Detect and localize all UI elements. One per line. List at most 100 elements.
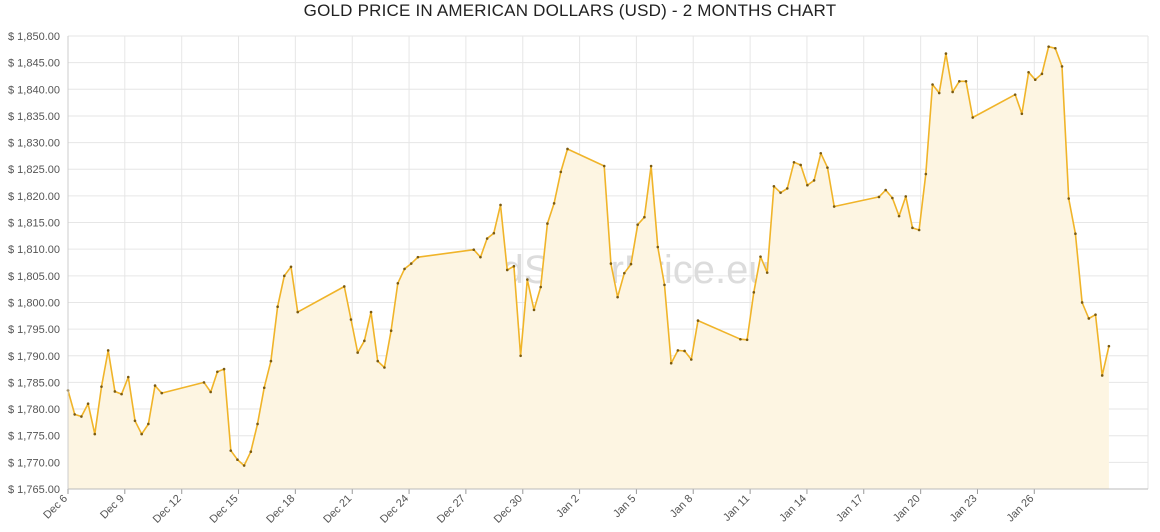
- data-point: [289, 265, 293, 269]
- data-point: [276, 305, 279, 309]
- data-point: [689, 358, 693, 361]
- data-point: [623, 271, 626, 275]
- y-tick-label: $ 1,785.00: [8, 377, 60, 389]
- x-tick-label: Dec 12: [151, 493, 184, 526]
- x-tick-label: Dec 21: [321, 493, 354, 526]
- data-point: [160, 391, 164, 395]
- data-point: [236, 458, 239, 461]
- data-point: [485, 237, 489, 240]
- data-point: [512, 264, 516, 268]
- data-point: [416, 255, 420, 259]
- data-point: [209, 390, 212, 394]
- data-point: [696, 319, 700, 322]
- data-point: [140, 432, 143, 436]
- data-point: [546, 222, 549, 225]
- data-point: [937, 91, 941, 95]
- data-point: [86, 402, 90, 406]
- data-point: [539, 285, 543, 289]
- data-point: [202, 381, 206, 384]
- y-tick-label: $ 1,800.00: [8, 297, 60, 309]
- x-tick-label: Dec 15: [208, 493, 241, 526]
- data-point: [683, 349, 686, 353]
- series-area-fill: [68, 46, 1109, 489]
- x-tick-label: Dec 9: [98, 493, 127, 522]
- data-point: [752, 291, 756, 294]
- data-point: [785, 187, 789, 190]
- data-point: [779, 191, 782, 194]
- data-point: [519, 354, 522, 358]
- data-point: [812, 179, 816, 182]
- data-point: [1100, 374, 1104, 377]
- data-point: [559, 170, 563, 174]
- data-point: [283, 274, 286, 278]
- data-point: [1074, 232, 1077, 236]
- data-point: [931, 83, 934, 86]
- data-point: [526, 278, 529, 281]
- series-area: [68, 46, 1109, 489]
- data-point: [799, 163, 802, 167]
- data-points: [66, 45, 1111, 467]
- data-point: [256, 422, 259, 426]
- data-point: [806, 183, 809, 187]
- data-point: [944, 52, 948, 55]
- data-point: [342, 285, 346, 288]
- data-point: [349, 318, 353, 321]
- data-point: [656, 245, 660, 249]
- data-point: [1054, 46, 1057, 50]
- data-point: [643, 215, 646, 219]
- data-point: [1060, 65, 1064, 68]
- data-point: [1027, 70, 1030, 74]
- data-point: [120, 392, 123, 396]
- data-point: [296, 310, 300, 314]
- x-tick-label: Jan 20: [891, 493, 923, 525]
- data-point: [369, 310, 373, 314]
- data-point: [80, 415, 83, 418]
- data-point: [93, 432, 97, 436]
- data-point: [669, 361, 673, 365]
- data-point: [904, 195, 908, 198]
- y-tick-label: $ 1,815.00: [8, 218, 60, 230]
- data-point: [971, 116, 975, 119]
- data-point: [409, 262, 413, 265]
- data-point: [663, 283, 666, 287]
- data-point: [376, 359, 380, 363]
- data-point: [951, 90, 954, 94]
- data-point: [676, 349, 680, 352]
- data-point: [363, 339, 366, 343]
- data-point: [759, 255, 762, 258]
- data-point: [147, 422, 150, 426]
- data-point: [1067, 197, 1071, 200]
- y-tick-label: $ 1,790.00: [8, 351, 60, 363]
- data-point: [602, 164, 606, 168]
- data-point: [566, 147, 569, 151]
- x-tick-label: Jan 23: [948, 493, 980, 525]
- y-tick-label: $ 1,770.00: [8, 457, 60, 469]
- data-point: [911, 226, 914, 230]
- data-point: [216, 370, 219, 374]
- data-point: [629, 262, 633, 266]
- y-tick-label: $ 1,810.00: [8, 244, 60, 256]
- data-point: [126, 375, 130, 379]
- data-point: [609, 262, 613, 265]
- data-point: [153, 384, 157, 387]
- data-point: [1047, 45, 1050, 48]
- data-point: [1087, 317, 1091, 320]
- data-point: [532, 308, 536, 312]
- y-tick-label: $ 1,820.00: [8, 191, 60, 203]
- data-point: [1094, 313, 1097, 317]
- x-axis: Dec 6 Dec 9 Dec 12 Dec 15 Dec 18 Dec 21 Dec 24…: [41, 488, 1148, 526]
- data-point: [100, 385, 103, 388]
- data-point: [73, 413, 76, 416]
- y-tick-label: $ 1,845.00: [8, 58, 60, 70]
- x-tick-label: Dec 18: [264, 493, 297, 526]
- data-point: [396, 281, 400, 285]
- data-point: [383, 366, 386, 369]
- data-point: [1040, 72, 1044, 76]
- data-point: [745, 338, 749, 342]
- y-tick-label: $ 1,835.00: [8, 111, 60, 123]
- data-point: [229, 449, 233, 452]
- x-tick-label: Jan 11: [721, 493, 752, 524]
- x-tick-label: Jan 17: [834, 493, 866, 525]
- data-point: [1107, 344, 1111, 348]
